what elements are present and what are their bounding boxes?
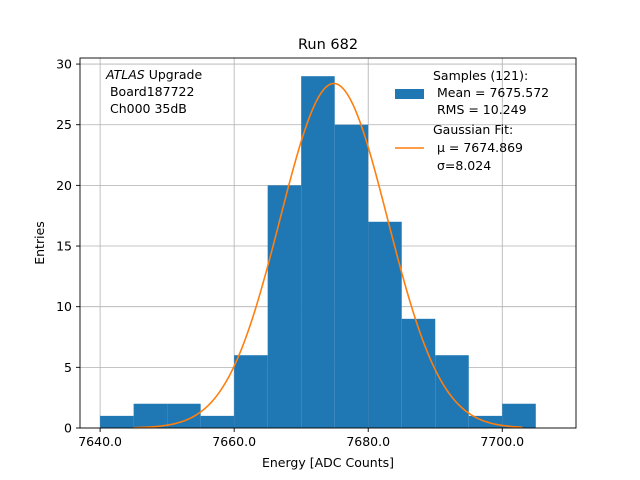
annotation-box: ATLAS Upgrade Board187722 Ch000 35dB <box>105 67 202 116</box>
y-axis-label: Entries <box>32 221 47 265</box>
gaussian-fit-curve <box>133 82 523 429</box>
histogram-bar <box>334 124 369 428</box>
annotation-line-1-rest: Upgrade <box>145 67 203 82</box>
annotation-line-1: ATLAS Upgrade <box>105 67 202 82</box>
annotation-line-3: Ch000 35dB <box>106 101 187 116</box>
annotation-line-2: Board187722 <box>106 84 194 99</box>
histogram-bar <box>301 76 335 429</box>
histogram-bar <box>401 318 436 428</box>
y-axis-ticks: 0 5 10 15 20 25 30 <box>56 57 80 436</box>
legend-fit-line-3: σ=8.024 <box>433 158 491 173</box>
histogram-bar <box>200 415 235 428</box>
y-tick-label: 30 <box>56 57 72 72</box>
y-tick-label: 20 <box>56 178 72 193</box>
y-tick-label: 10 <box>56 299 72 314</box>
y-tick-label: 25 <box>56 117 72 132</box>
legend-histogram-line-3: RMS = 10.249 <box>433 102 527 117</box>
legend: Samples (121): Mean = 7675.572 RMS = 10.… <box>395 68 549 173</box>
x-axis-label: Energy [ADC Counts] <box>262 455 394 470</box>
plot-frame <box>79 57 577 429</box>
x-tick-label: 7640.0 <box>78 434 122 449</box>
legend-histogram-line-1: Samples (121): <box>433 68 528 83</box>
x-tick-label: 7660.0 <box>212 434 256 449</box>
chart-title: Run 682 <box>298 37 358 53</box>
histogram-bars <box>100 76 536 429</box>
y-tick-label: 15 <box>56 239 72 254</box>
y-tick-label: 5 <box>64 360 72 375</box>
legend-histogram-line-2: Mean = 7675.572 <box>433 85 549 100</box>
histogram-bar <box>267 185 302 428</box>
legend-fit-line-2: μ = 7674.869 <box>433 140 523 155</box>
annotation-italic: ATLAS <box>105 67 145 82</box>
histogram-bar <box>100 415 134 428</box>
histogram-bar <box>368 221 402 428</box>
legend-fit-line-1: Gaussian Fit: <box>433 122 513 137</box>
x-tick-label: 7680.0 <box>346 434 390 449</box>
x-axis-ticks: 7640.0 7660.0 7680.0 7700.0 <box>78 428 524 449</box>
histogram-bar <box>435 355 469 428</box>
histogram-bar <box>133 403 168 428</box>
x-tick-label: 7700.0 <box>480 434 524 449</box>
y-tick-label: 0 <box>64 421 72 436</box>
legend-histogram-swatch <box>395 89 424 99</box>
histogram-bar <box>502 403 536 428</box>
histogram-bar <box>234 355 268 428</box>
